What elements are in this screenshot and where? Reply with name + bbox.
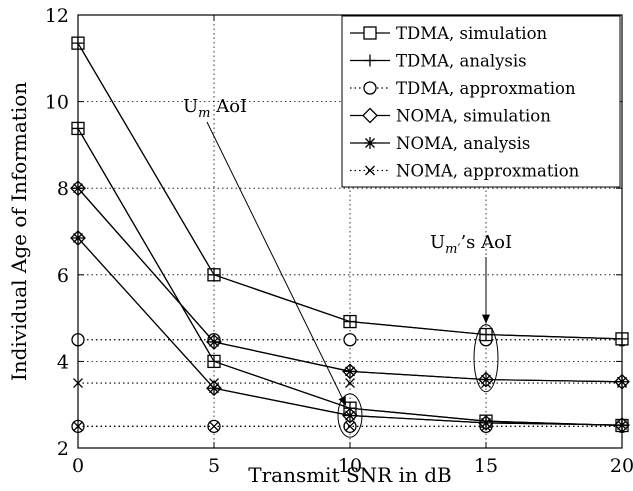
x-tick-label: 0: [72, 455, 84, 477]
x-tick-label: 15: [474, 455, 498, 477]
legend-label: NOMA, analysis: [396, 134, 530, 153]
y-tick-label: 10: [45, 92, 69, 114]
y-tick-label: 6: [57, 265, 69, 287]
umprime-aoi-label: Um′’s AoI: [430, 232, 512, 257]
plus-marker: [344, 315, 356, 328]
x-tick-label: 10: [338, 455, 362, 477]
square-marker: [363, 26, 377, 40]
asterisk-marker: [480, 416, 492, 429]
x-marker: [365, 165, 375, 176]
umprime-ellipse: [473, 324, 499, 393]
x-marker: [345, 421, 355, 432]
legend-label: TDMA, analysis: [396, 52, 527, 71]
x-tick-label: 20: [610, 455, 633, 477]
plus-marker: [208, 268, 220, 281]
asterisk-marker: [208, 382, 220, 395]
um-aoi-label: Um AoI: [183, 96, 247, 121]
legend-label: NOMA, simulation: [396, 107, 551, 126]
x-marker: [345, 378, 355, 389]
circle-marker: [363, 81, 377, 95]
legend-entry: TDMA, simulation: [350, 24, 548, 43]
um-arrow: [206, 121, 347, 406]
x-tick-label: 5: [208, 455, 220, 477]
legend-label: TDMA, approxmation: [396, 79, 576, 98]
plus-marker: [480, 328, 492, 341]
y-tick-label: 2: [57, 438, 69, 460]
legend-entry: NOMA, approxmation: [350, 162, 580, 181]
legend-label: TDMA, simulation: [396, 24, 548, 43]
x-marker: [209, 421, 219, 432]
series: [71, 333, 629, 347]
annotation-layer: Um AoI Um′’s AoI: [183, 96, 512, 438]
asterisk-marker: [208, 335, 220, 348]
um-ellipse: [337, 393, 363, 438]
tick-layer: 0 5 10 15 20 2 4 6 8 10 12: [45, 5, 633, 477]
y-tick-label: 12: [45, 5, 69, 27]
x-axis-title: Transmit SNR in dB: [248, 463, 451, 487]
y-axis-title: Individual Age of Information: [7, 82, 31, 381]
asterisk-marker: [344, 365, 356, 378]
legend-label: NOMA, approxmation: [396, 162, 580, 181]
legend-entry: TDMA, analysis: [350, 52, 527, 71]
y-tick-label: 4: [57, 351, 69, 373]
legend-entry: TDMA, approxmation: [350, 79, 576, 98]
legend: TDMA, simulation TDMA, analysis TDMA, appr…: [341, 15, 621, 188]
legend-box: [341, 15, 621, 188]
asterisk-marker: [364, 137, 376, 149]
plus-marker: [364, 54, 376, 67]
legend-entry: NOMA, simulation: [350, 107, 551, 126]
series-line: [77, 237, 623, 426]
diamond-marker: [362, 107, 378, 124]
plus-marker: [208, 355, 220, 368]
series-line: [77, 237, 623, 426]
asterisk-marker: [480, 373, 492, 386]
asterisk-marker: [344, 409, 356, 422]
circle-marker: [343, 333, 357, 347]
legend-entry: NOMA, analysis: [350, 134, 530, 153]
y-tick-label: 8: [57, 178, 69, 200]
